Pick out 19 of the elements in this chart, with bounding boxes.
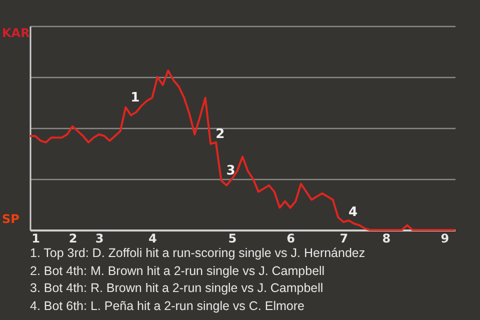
- text: 2. Bot 4th: M. Brown hit a 2-run single vs J. Campbell: [30, 262, 326, 280]
- x-tick-label: 8: [382, 232, 391, 246]
- annotation: 1: [130, 90, 140, 106]
- text: 3. Bot 4th: R. Brown hit a 2-run single vs J. Campbell: [30, 280, 324, 298]
- annotation: 3: [226, 164, 236, 179]
- x-tick-label: 7: [340, 232, 348, 246]
- x-tick-label: 5: [228, 232, 237, 246]
- text: SP: [2, 212, 20, 226]
- text: KAR: [2, 26, 30, 40]
- x-tick-label: 3: [95, 232, 104, 246]
- annotation: 4: [348, 205, 358, 220]
- x-tick-label: 6: [286, 232, 295, 246]
- x-tick-label: 4: [148, 232, 157, 246]
- x-tick-label: 2: [68, 232, 78, 246]
- x-tick-label: 1: [32, 232, 40, 246]
- text: 1. Top 3rd: D. Zoffoli hit a run-scoring single vs J. Hernández: [30, 245, 366, 262]
- x-tick-label: 9: [440, 232, 450, 246]
- text: 4. Bot 6th: L. Peña hit a 2-run single vs C. Elmore: [30, 298, 306, 315]
- annotation: 2: [216, 126, 225, 142]
